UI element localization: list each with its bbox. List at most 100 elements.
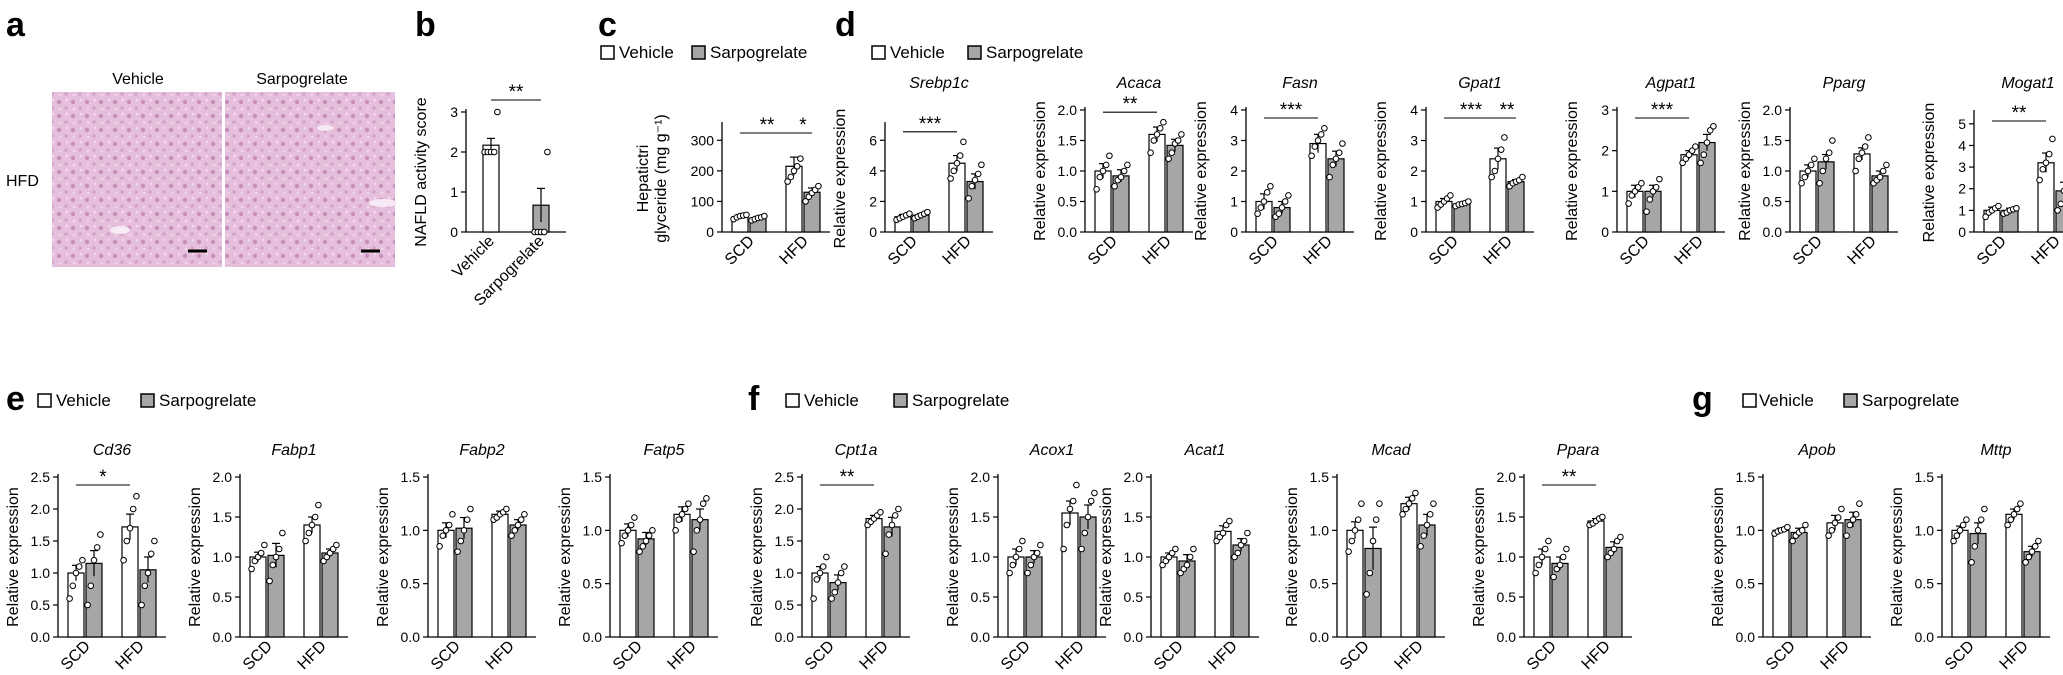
data-point: [1852, 167, 1859, 175]
chart-title: Mcad: [1371, 442, 1411, 459]
y-tick-label: 1.5: [401, 469, 421, 485]
data-point: [621, 532, 629, 539]
data-point: [1497, 146, 1505, 153]
data-point: [834, 579, 842, 586]
y-tick-label: 6: [869, 132, 877, 148]
data-point: [442, 527, 450, 534]
data-point: [1311, 143, 1319, 150]
data-point: [1351, 527, 1359, 534]
data-point: [1372, 516, 1380, 523]
chart-title: Cpt1a: [835, 442, 878, 459]
y-tick-label: 1.0: [775, 565, 795, 581]
panel-letter-d: d: [835, 6, 856, 44]
data-point: [1091, 489, 1098, 497]
panel-letter-f: f: [748, 380, 760, 418]
y-tick-label: 0.5: [1310, 576, 1330, 592]
y-tick-label: 0.5: [775, 597, 795, 613]
data-point: [810, 595, 817, 602]
bar: [1346, 529, 1364, 638]
y-axis-label: glyceride (mg g⁻¹): [653, 114, 670, 242]
y-tick-label: 0.0: [213, 629, 233, 645]
x-category-label: SCD: [610, 638, 646, 674]
data-point: [819, 563, 827, 570]
y-axis-label: Relative expression: [832, 109, 849, 249]
significance-label: **: [509, 82, 524, 103]
y-axis-label: Relative expression: [1193, 101, 1210, 241]
data-point: [1120, 167, 1128, 175]
data-point: [1006, 569, 1013, 577]
y-tick-label: 1.5: [213, 509, 233, 525]
data-point: [272, 553, 280, 561]
data-point: [1024, 569, 1031, 577]
data-point: [514, 521, 522, 529]
data-point: [1829, 137, 1836, 144]
y-axis-label: Relative expression: [1373, 101, 1390, 241]
data-point: [1638, 179, 1645, 187]
x-category-label: HFD: [1053, 638, 1088, 673]
y-tick-label: 3: [1410, 133, 1418, 149]
x-category-label: HFD: [777, 233, 812, 268]
chart-g1: 0.0 0.5 1.0 1.5 Relative expression Apob SCD HF…: [1710, 442, 1871, 674]
data-point: [1314, 137, 1322, 144]
data-point: [87, 582, 95, 590]
data-point: [790, 167, 798, 175]
y-tick-label: 3: [1601, 102, 1609, 118]
y-tick-label: 0.0: [401, 629, 421, 645]
data-point: [1153, 131, 1161, 138]
data-point: [1846, 521, 1854, 529]
bar: [1951, 529, 1969, 638]
y-tick-label: 2: [1230, 163, 1238, 179]
bar: [1214, 530, 1232, 638]
data-point: [1789, 537, 1796, 545]
data-point: [1532, 569, 1539, 577]
histology-row-label-hfd: HFD: [6, 173, 39, 190]
data-point: [305, 529, 313, 537]
bar: [1148, 133, 1166, 233]
data-point: [1260, 198, 1268, 205]
legend-d: Vehicle Sarpogrelate: [871, 43, 1083, 62]
data-point: [2045, 150, 2053, 158]
y-tick-label: 1.0: [401, 522, 421, 538]
x-category-label: HFD: [295, 638, 330, 673]
x-category-label: SCD: [240, 638, 276, 674]
data-point: [1254, 210, 1261, 217]
bar: [2005, 513, 2023, 638]
x-category-label: SCD: [1426, 233, 1462, 269]
y-axis-label: NAFLD activity score: [413, 97, 430, 246]
data-point: [639, 543, 647, 550]
data-point: [1363, 591, 1370, 598]
data-point: [75, 563, 83, 570]
data-point: [445, 521, 453, 529]
x-category-label: Vehicle: [449, 233, 498, 282]
data-point: [1855, 155, 1863, 163]
data-point: [1405, 500, 1413, 507]
data-point: [90, 556, 98, 564]
y-tick-label: 1.5: [971, 509, 991, 525]
data-point: [703, 495, 710, 502]
y-tick-label: 1: [1958, 202, 1966, 218]
chart-title: Acat1: [1184, 442, 1226, 459]
y-tick-label: 1.5: [1310, 469, 1330, 485]
y-tick-label: 2.5: [31, 469, 51, 485]
y-tick-label: 0.0: [1763, 224, 1783, 240]
data-point: [1950, 537, 1957, 545]
data-point: [141, 582, 149, 590]
bar: [1418, 524, 1436, 638]
data-point: [1150, 137, 1158, 144]
legend-sarpogrelate-label: Sarpogrelate: [986, 43, 1083, 62]
significance-label: **: [1562, 467, 1577, 488]
y-axis-label: Hepatictri: [635, 145, 652, 213]
y-axis-label: Relative expression: [1921, 103, 1938, 243]
data-point: [624, 527, 632, 534]
data-point: [1099, 167, 1107, 175]
legend-vehicle-label: Vehicle: [890, 43, 945, 62]
data-point: [1643, 208, 1650, 215]
data-point: [151, 537, 158, 545]
y-tick-label: 1.0: [1058, 163, 1078, 179]
y-tick-label: 0: [1958, 224, 1966, 240]
data-point: [2022, 559, 2029, 566]
data-point: [1358, 500, 1365, 507]
y-tick-label: 2.0: [213, 469, 233, 485]
data-point: [1066, 505, 1074, 513]
data-point: [1420, 532, 1428, 539]
